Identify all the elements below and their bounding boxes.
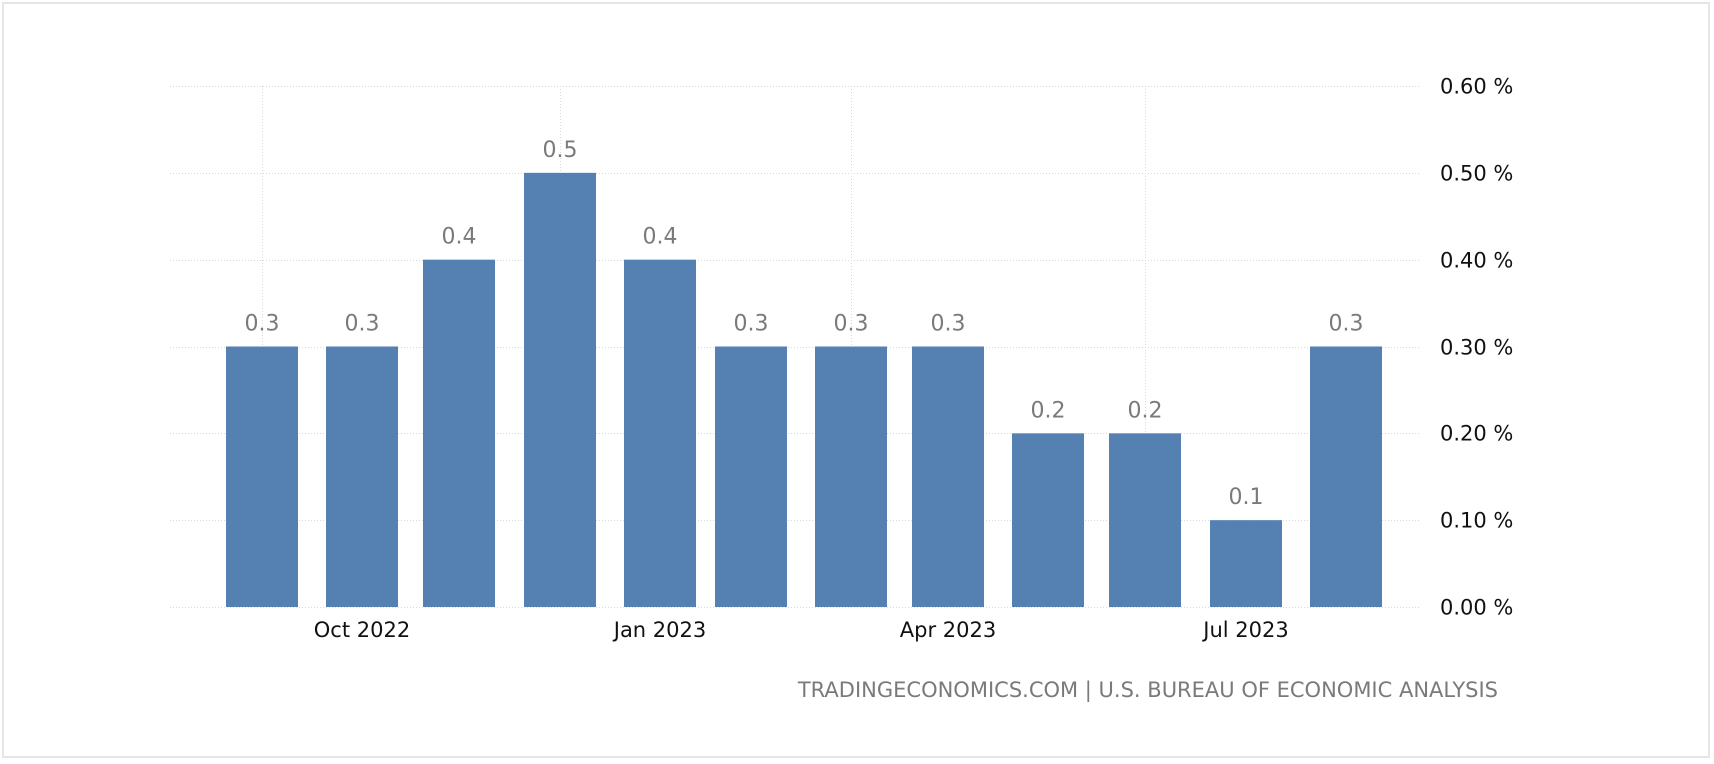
bar	[912, 346, 984, 607]
x-tick-label: Oct 2022	[314, 618, 410, 642]
data-label: 0.3	[931, 312, 966, 337]
data-label: 0.3	[345, 312, 380, 337]
bar	[326, 346, 398, 607]
y-tick-label: 0.40 %	[1440, 249, 1513, 273]
y-tick-label: 0.30 %	[1440, 336, 1513, 360]
bar	[624, 259, 696, 607]
bars	[226, 172, 1382, 608]
y-tick-label: 0.60 %	[1440, 75, 1513, 99]
source-note: TRADINGECONOMICS.COM | U.S. BUREAU OF EC…	[797, 678, 1498, 702]
bar	[423, 259, 495, 607]
y-tick-label: 0.20 %	[1440, 422, 1513, 446]
bar	[715, 346, 787, 607]
bar	[1210, 520, 1282, 607]
x-axis-ticks: Oct 2022 Jan 2023 Apr 2023 Jul 2023	[314, 618, 1289, 642]
data-label: 0.2	[1128, 398, 1163, 423]
y-axis-ticks: 0.00 % 0.10 % 0.20 % 0.30 % 0.40 % 0.50 % 0.60…	[1440, 75, 1513, 620]
x-tick-label: Apr 2023	[900, 618, 996, 642]
data-label: 0.3	[734, 312, 769, 337]
bar	[1012, 433, 1084, 607]
data-labels: 0.3 0.3 0.4 0.5 0.4 0.3 0.3 0.3 0.2 0.2 0.1 0.3	[245, 138, 1364, 510]
bar	[815, 346, 887, 607]
data-label: 0.3	[1329, 312, 1364, 337]
data-label: 0.1	[1229, 485, 1264, 510]
data-label: 0.2	[1031, 398, 1066, 423]
bar	[1109, 433, 1181, 607]
data-label: 0.3	[245, 312, 280, 337]
y-tick-label: 0.50 %	[1440, 162, 1513, 186]
data-label: 0.5	[543, 138, 578, 163]
x-tick-label: Jul 2023	[1201, 618, 1288, 642]
data-label: 0.3	[834, 312, 869, 337]
bar	[524, 172, 596, 608]
y-tick-label: 0.10 %	[1440, 509, 1513, 533]
x-tick-label: Jan 2023	[612, 618, 707, 642]
bar	[226, 346, 298, 607]
y-tick-label: 0.00 %	[1440, 596, 1513, 620]
bar	[1310, 346, 1382, 607]
data-label: 0.4	[442, 225, 477, 250]
data-label: 0.4	[643, 225, 678, 250]
